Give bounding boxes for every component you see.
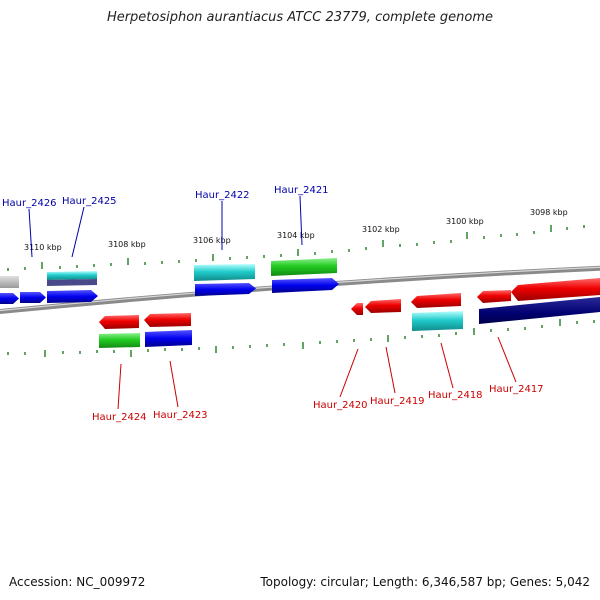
forward-outer-genes (0, 258, 337, 288)
reverse-strand-genes (99, 278, 600, 329)
gene-arrow-blue[interactable] (20, 292, 46, 303)
topology-text: Topology: circular; Length: 6,346,587 bp… (260, 575, 590, 589)
gene-label-haur-2420[interactable]: Haur_2420 (313, 400, 368, 411)
gene-arrow-red-haur-2419[interactable] (365, 299, 401, 313)
gene-arrow-red[interactable] (144, 313, 191, 327)
gene-arrow-blue[interactable] (195, 283, 256, 296)
gene-label-haur-2417[interactable]: Haur_2417 (489, 384, 544, 395)
gene-label-haur-2424[interactable]: Haur_2424 (92, 412, 147, 423)
kbp-label: 3098 kbp (530, 208, 568, 217)
gene-label-haur-2419[interactable]: Haur_2419 (370, 396, 425, 407)
gene-labels-bottom: Haur_2424 Haur_2423 Haur_2420 Haur_2419 … (92, 384, 544, 423)
gene-label-haur-2425[interactable]: Haur_2425 (62, 196, 117, 207)
lower-kbp-ticks (7, 319, 595, 357)
kbp-labels: 3110 kbp 3108 kbp 3106 kbp 3104 kbp 3102… (24, 208, 568, 252)
gene-arrow-blue[interactable] (272, 278, 339, 293)
gene-block-green-haur-2424[interactable] (99, 333, 140, 348)
gene-label-haur-2418[interactable]: Haur_2418 (428, 390, 483, 401)
kbp-label: 3106 kbp (193, 236, 231, 245)
gene-label-haur-2426[interactable]: Haur_2426 (2, 198, 57, 209)
gene-arrow-red-haur-2420[interactable] (351, 303, 363, 315)
gene-label-haur-2422[interactable]: Haur_2422 (195, 190, 250, 201)
kbp-label: 3104 kbp (277, 231, 315, 240)
kbp-label: 3102 kbp (362, 225, 400, 234)
kbp-label: 3108 kbp (108, 240, 146, 249)
genome-title: Herpetosiphon aurantiacus ATCC 23779, co… (106, 10, 494, 25)
gene-block-cyan-haur-2418[interactable] (412, 311, 463, 331)
gene-block-cyan-haur-2425[interactable] (47, 271, 97, 280)
kbp-label: 3110 kbp (24, 243, 62, 252)
gene-arrow-red-haur-2418[interactable] (411, 293, 461, 308)
accession-text: Accession: NC_009972 (9, 575, 146, 589)
gene-arrow-red[interactable] (511, 278, 600, 301)
gene-label-haur-2421[interactable]: Haur_2421 (274, 185, 329, 196)
gene-label-haur-2423[interactable]: Haur_2423 (153, 410, 208, 421)
kbp-label: 3100 kbp (446, 217, 484, 226)
gene-block-slate[interactable] (47, 279, 97, 286)
reverse-outer-genes (99, 297, 600, 348)
gene-block-green-haur-2421[interactable] (271, 258, 337, 276)
gene-block-navy-haur-2417[interactable] (479, 297, 600, 324)
gene-labels-top: Haur_2426 Haur_2425 Haur_2422 Haur_2421 (2, 185, 329, 209)
upper-kbp-ticks (7, 225, 585, 271)
gene-arrow-red[interactable] (99, 315, 139, 329)
label-leader-lines (28, 195, 517, 410)
gene-block-cyan-haur-2422[interactable] (194, 264, 255, 281)
gene-arrow-red-haur-2417[interactable] (477, 290, 511, 303)
gene-arrow-blue[interactable] (0, 293, 19, 304)
forward-strand-genes (0, 278, 339, 304)
gene-block-gray[interactable] (0, 276, 19, 288)
gene-arrow-blue-haur-2425[interactable] (47, 290, 98, 303)
gene-block-blue-haur-2423[interactable] (145, 330, 192, 347)
